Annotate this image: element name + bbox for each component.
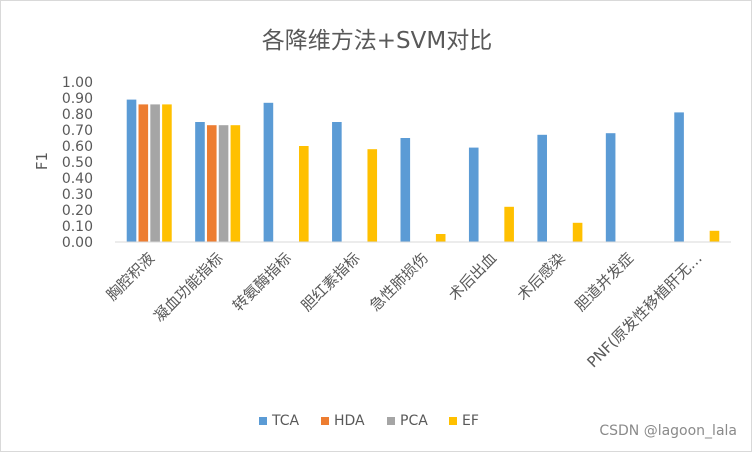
x-tick-label: 胆红素指标 (298, 249, 364, 315)
y-tick-label: 1.00 (62, 75, 93, 91)
bar-ef-5 (504, 206, 514, 242)
y-tick-label: 0.10 (62, 219, 93, 235)
y-axis-label: F1 (33, 152, 51, 170)
y-tick-label: 0.20 (62, 203, 93, 219)
y-tick-label: 0.80 (62, 107, 93, 123)
bar-ef-8 (709, 230, 720, 242)
y-tick-label: 0.40 (62, 171, 93, 187)
bar-tca-8 (674, 112, 684, 243)
y-tick-label: 0.60 (62, 139, 93, 155)
bar-pca-0 (150, 104, 160, 243)
bar-ef-2 (299, 146, 309, 242)
x-tick-label: 胆道并发症 (571, 249, 637, 315)
x-tick-label: 急性肺损伤 (366, 249, 432, 315)
x-tick-label: 胸腔积液 (103, 249, 158, 304)
y-tick-label: 0.30 (62, 187, 93, 203)
x-tick-label: 转氨酶指标 (229, 249, 295, 315)
legend-label-hda: HDA (334, 413, 365, 429)
bar-hda-1 (206, 125, 217, 242)
x-tick-label: PNF(原发性移植肝无… (583, 249, 705, 371)
legend-swatch-hda (321, 417, 329, 425)
y-tick-label: 0.50 (62, 155, 93, 171)
y-tick-label: 0.70 (62, 123, 93, 139)
bar-ef-4 (435, 234, 446, 242)
watermark: CSDN @lagoon_lala (599, 423, 737, 439)
legend-label-tca: TCA (271, 413, 300, 429)
bar-tca-5 (468, 147, 479, 242)
bar-tca-3 (332, 122, 342, 242)
bar-tca-6 (537, 134, 547, 242)
bar-hda-0 (138, 104, 149, 243)
x-tick-label: 术后出血 (445, 249, 500, 304)
bar-ef-0 (162, 104, 172, 243)
bar-tca-4 (400, 138, 411, 242)
legend-label-ef: EF (462, 413, 479, 429)
legend: TCA HDA PCA EF (259, 413, 479, 429)
legend-swatch-tca (259, 417, 267, 425)
bar-ef-1 (230, 125, 241, 242)
bar-tca-7 (605, 133, 616, 242)
legend-swatch-pca (387, 417, 395, 425)
bars-group (126, 99, 720, 243)
bar-tca-1 (195, 122, 205, 242)
bar-tca-0 (126, 99, 137, 242)
y-tick-label: 0.00 (62, 235, 93, 251)
legend-swatch-ef (449, 417, 457, 425)
y-axis-ticks: 0.000.100.200.300.400.500.600.700.800.90… (62, 75, 93, 251)
y-tick-label: 0.90 (62, 91, 93, 107)
bar-pca-1 (218, 125, 229, 242)
bar-tca-2 (263, 102, 274, 242)
bar-ef-3 (367, 149, 378, 242)
legend-label-pca: PCA (400, 413, 428, 429)
x-tick-label: 凝血功能指标 (150, 249, 226, 325)
bar-ef-6 (572, 222, 583, 242)
chart-title: 各降维方法+SVM对比 (262, 28, 492, 54)
x-tick-label: 术后感染 (514, 249, 569, 304)
